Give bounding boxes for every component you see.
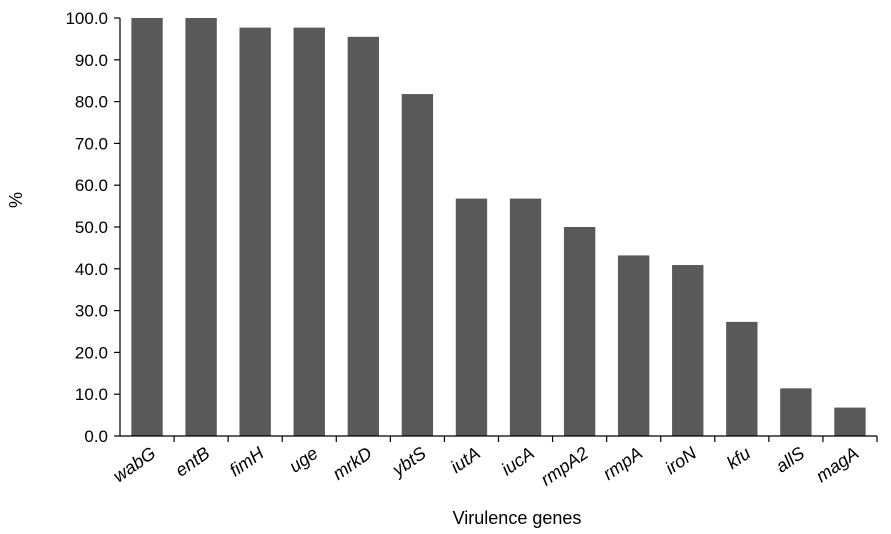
bar-magA (834, 407, 866, 436)
x-category-label-wabG: wabG (109, 443, 159, 486)
x-axis-title: Virulence genes (453, 508, 582, 528)
bars-group (131, 18, 866, 437)
y-tick-label: 60.0 (75, 176, 108, 195)
y-tick-label: 50.0 (75, 218, 108, 237)
y-tick-label: 100.0 (65, 9, 108, 28)
x-category-label-kfu: kfu (723, 443, 754, 473)
bar-entB (185, 18, 217, 436)
x-category-label-rmpA2: rmpA2 (537, 443, 592, 490)
x-category-label-iucA: iucA (498, 443, 538, 479)
x-ticks-group: wabG entB fimH uge mrkD ybtS iutA iucA rmpA2 rmpA… (109, 436, 878, 490)
y-tick-label: 30.0 (75, 302, 108, 321)
bar-iroN (672, 265, 704, 436)
x-category-label-entB: entB (172, 443, 214, 481)
x-category-label-magA: magA (812, 443, 862, 486)
y-axis-title: % (6, 192, 26, 208)
bar-uge (293, 27, 325, 436)
bar-wabG (131, 18, 163, 436)
bar-mrkD (347, 36, 380, 437)
x-category-label-iroN: iroN (662, 442, 701, 478)
x-category-label-allS: allS (772, 443, 808, 477)
y-tick-label: 40.0 (75, 260, 108, 279)
y-tick-label: 70.0 (75, 134, 108, 153)
bar-rmpA2 (563, 227, 596, 436)
x-category-label-iutA: iutA (447, 443, 484, 477)
bar-allS (780, 388, 812, 436)
bar-ybtS (401, 94, 434, 437)
y-tick-label: 10.0 (75, 385, 108, 404)
x-category-label-ybtS: ybtS (387, 443, 430, 481)
y-tick-label: 20.0 (75, 343, 108, 362)
x-category-label-rmpA: rmpA (599, 443, 646, 484)
bar-kfu (726, 321, 758, 436)
y-ticks-group: 0.0 10.0 20.0 30.0 40.0 50.0 60.0 70.0 80.0 90.0 1… (65, 9, 120, 446)
bar-rmpA (617, 255, 650, 436)
x-category-label-mrkD: mrkD (329, 443, 376, 484)
y-tick-label: 0.0 (84, 427, 108, 446)
x-category-label-uge: uge (285, 443, 321, 477)
y-tick-label: 80.0 (75, 93, 108, 112)
axes-group (119, 18, 877, 437)
y-tick-label: 90.0 (75, 51, 108, 70)
bar-iucA (509, 198, 542, 436)
x-category-label-fimH: fimH (226, 442, 269, 480)
bar-iutA (455, 198, 488, 436)
bar-fimH (239, 27, 271, 436)
